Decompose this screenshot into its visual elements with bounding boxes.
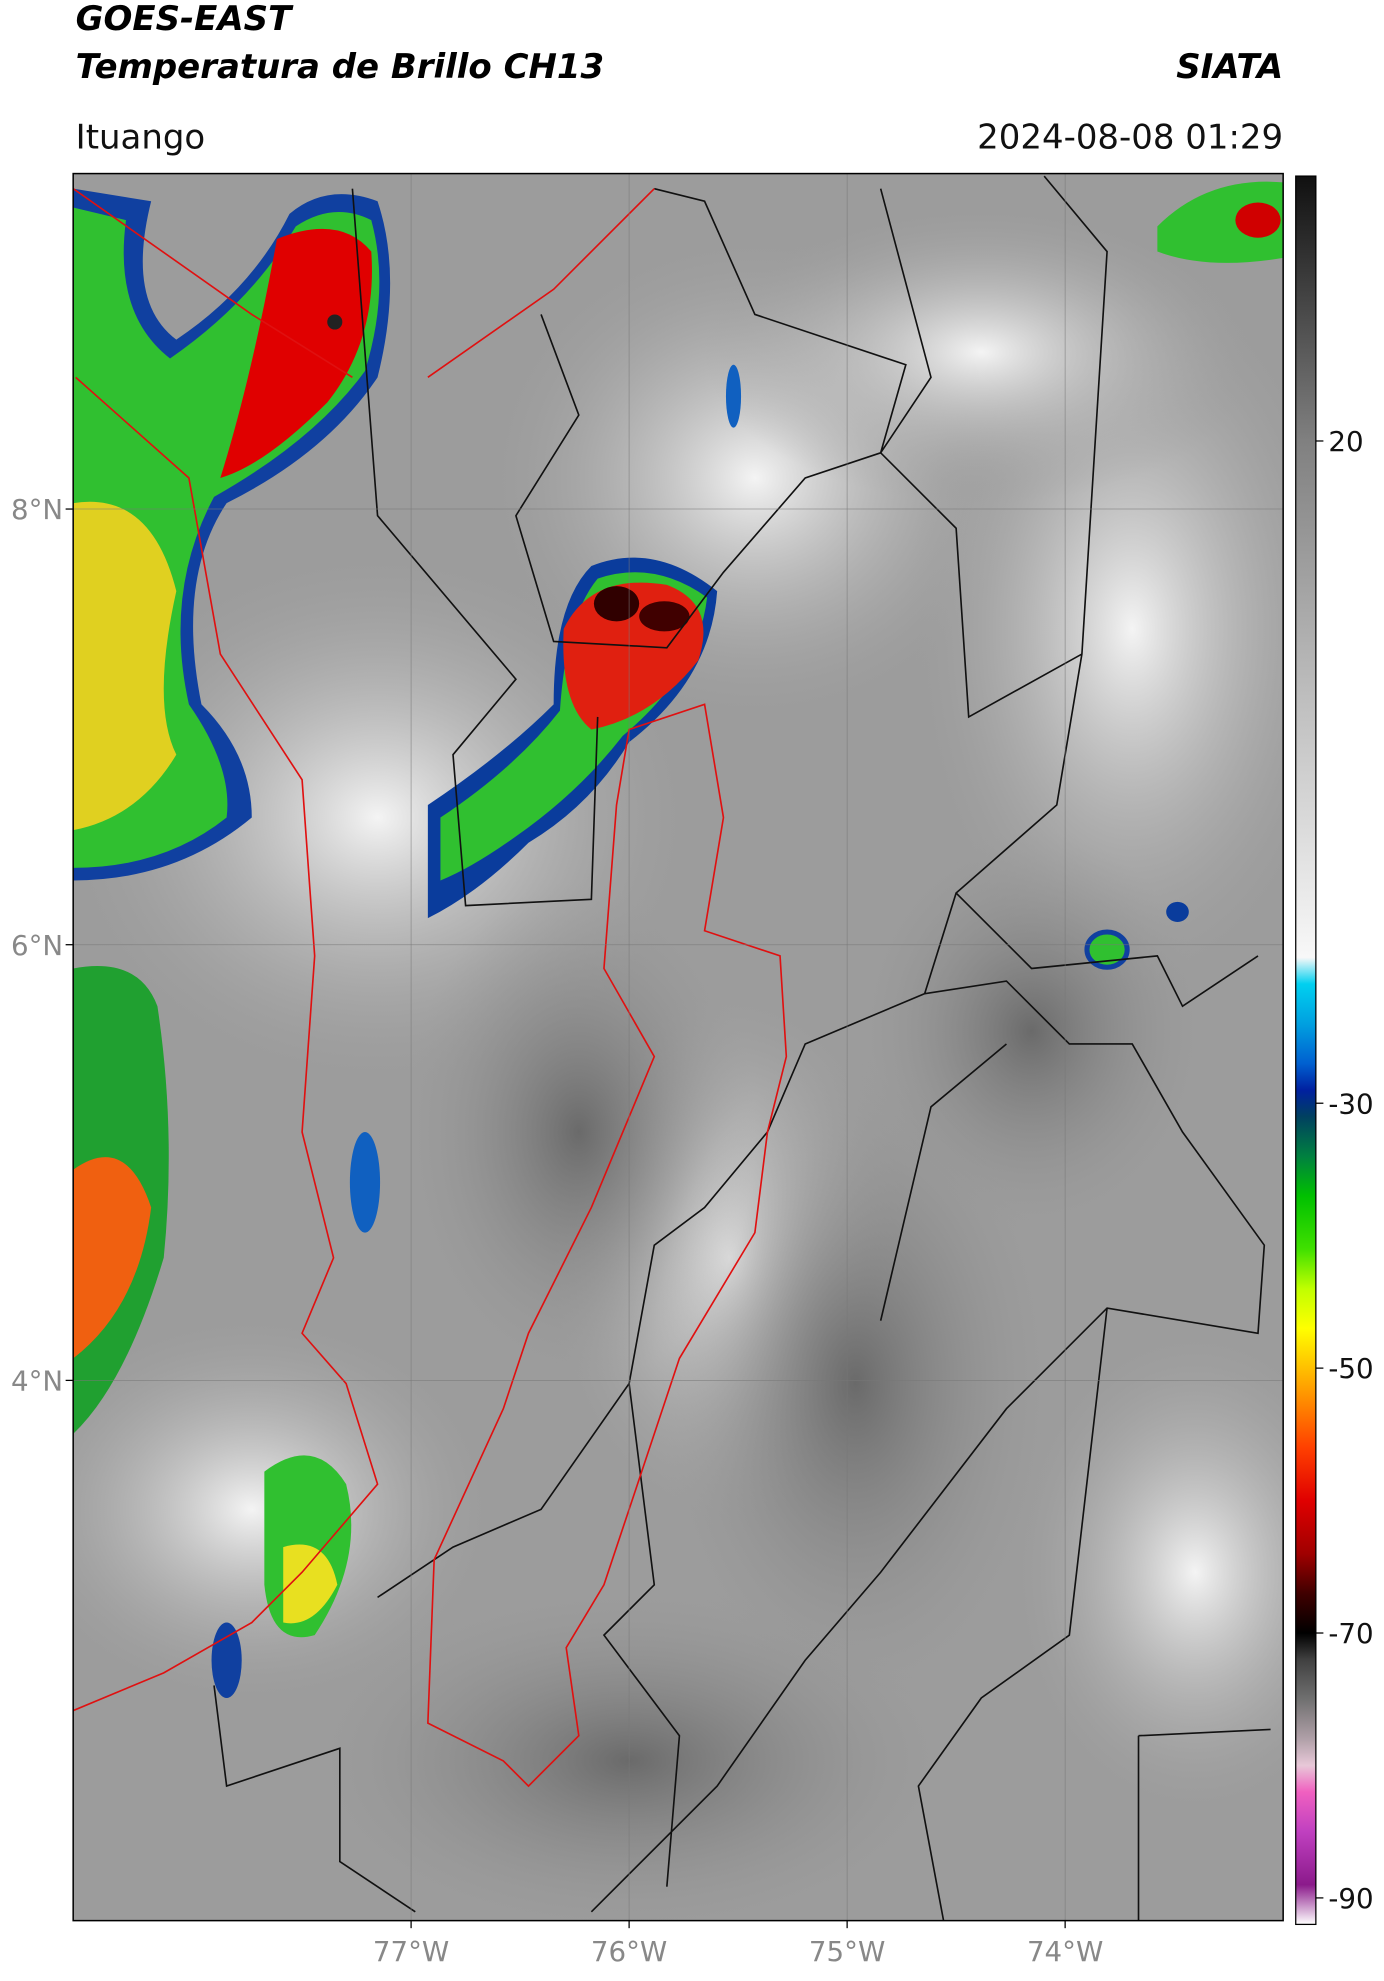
y-tick-label: 4°N: [11, 1364, 63, 1397]
colorbar-tick-label: -90: [1328, 1882, 1373, 1915]
source: SIATA: [1176, 47, 1283, 87]
subtitle: Temperatura de Brillo CH13: [76, 47, 604, 87]
datetime: 2024-08-08 01:29: [977, 117, 1283, 157]
colorbar-tick-label: -50: [1328, 1352, 1373, 1385]
colorbar-tick-label: -70: [1328, 1617, 1373, 1650]
colorbar: [1295, 175, 1317, 1926]
colorbar-tick-label: 20: [1328, 425, 1363, 458]
x-tick-label: 74°W: [1027, 1935, 1103, 1968]
map-frame: [72, 172, 1284, 1922]
y-tick-label: 6°N: [11, 929, 63, 962]
colorbar-tick-label: -30: [1328, 1087, 1373, 1120]
location: Ituango: [76, 117, 206, 157]
title: GOES-EAST: [76, 0, 294, 39]
x-tick-label: 76°W: [591, 1935, 667, 1968]
satellite-image: [73, 173, 1284, 1921]
x-tick-label: 75°W: [809, 1935, 885, 1968]
x-tick-label: 77°W: [373, 1935, 449, 1968]
y-tick-label: 8°N: [11, 493, 63, 526]
